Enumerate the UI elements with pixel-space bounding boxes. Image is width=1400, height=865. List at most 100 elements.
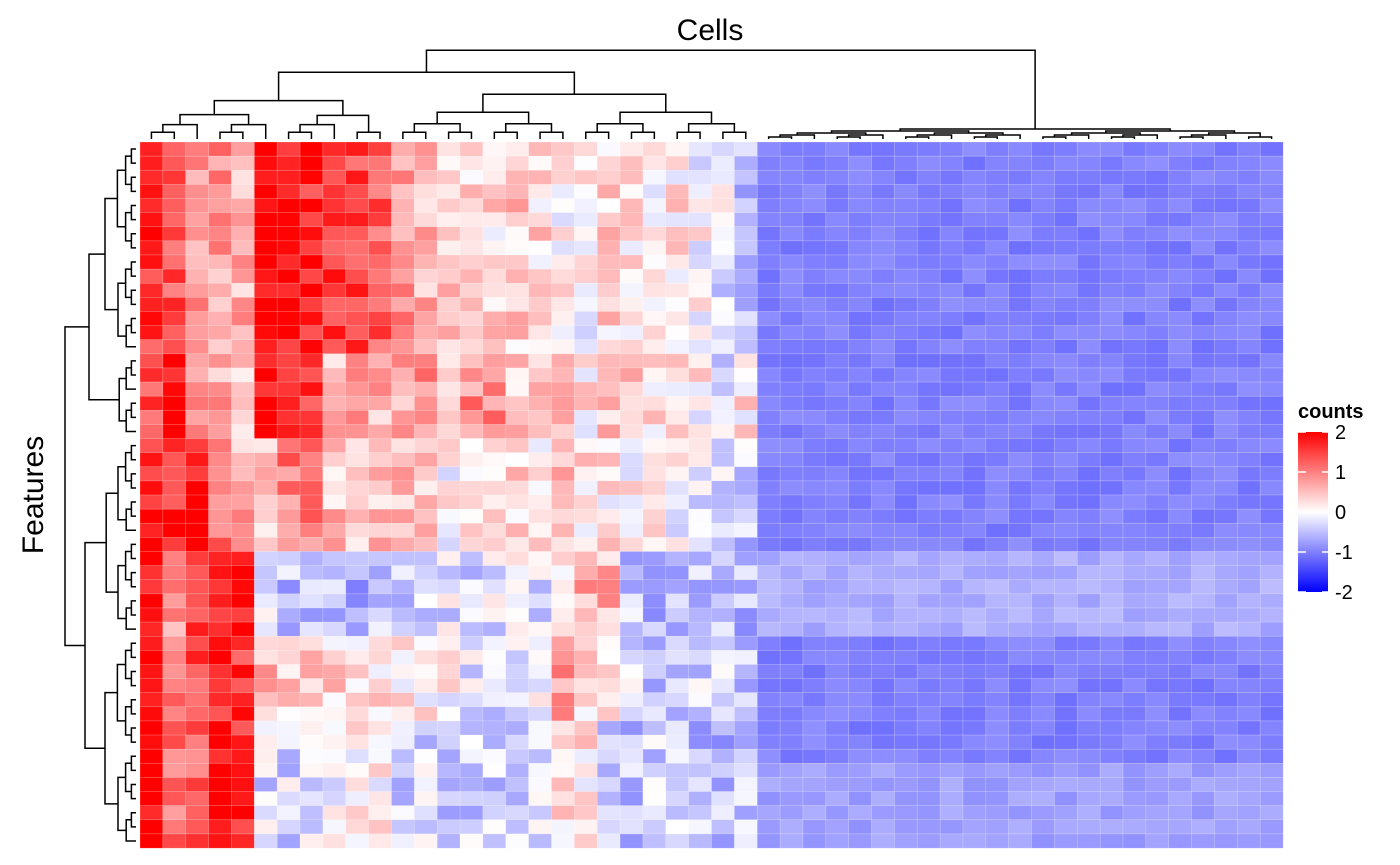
heatmap-cell: [985, 282, 1010, 298]
heatmap-cell: [368, 325, 392, 341]
heatmap-cell: [391, 169, 415, 185]
heatmap-cell: [391, 155, 415, 171]
heatmap-cell: [299, 184, 324, 199]
heatmap-cell: [1191, 579, 1215, 595]
heatmap-cell: [276, 579, 301, 595]
heatmap-cell: [756, 678, 781, 694]
heatmap-cell: [436, 268, 461, 284]
heatmap-cell: [871, 268, 895, 284]
heatmap-cell: [1236, 621, 1261, 637]
heatmap-cell: [1122, 819, 1147, 835]
heatmap-cell: [848, 367, 873, 383]
heatmap-cell: [414, 480, 438, 496]
heatmap-cell: [1168, 522, 1193, 538]
heatmap-cell: [139, 635, 164, 651]
heatmap-cell: [1008, 621, 1033, 637]
heatmap-cell: [802, 452, 827, 468]
heatmap-cell: [756, 438, 781, 454]
heatmap-cell: [596, 664, 621, 680]
heatmap-cell: [345, 141, 370, 157]
heatmap-cell: [825, 240, 850, 256]
heatmap-cell: [1168, 297, 1193, 312]
heatmap-cell: [1168, 395, 1193, 411]
heatmap-cell: [208, 311, 232, 327]
heatmap-cell: [185, 438, 210, 454]
heatmap-cell: [939, 367, 964, 383]
heatmap-cell: [505, 522, 530, 538]
heatmap-cell: [688, 748, 713, 764]
column-dendrogram-branch: [1247, 136, 1273, 139]
heatmap-cell: [1099, 212, 1124, 228]
heatmap-cell: [871, 409, 895, 425]
heatmap-cell: [139, 339, 164, 355]
heatmap-cell: [459, 833, 484, 849]
heatmap-cell: [162, 480, 187, 496]
row-dendrogram-branch: [118, 377, 127, 422]
heatmap-cell: [482, 720, 507, 736]
heatmap-cell: [414, 381, 438, 397]
heatmap-cell: [871, 593, 895, 609]
heatmap-cell: [391, 678, 415, 694]
heatmap-cell: [802, 621, 827, 637]
heatmap-cell: [619, 141, 644, 157]
heatmap-cell: [665, 706, 690, 722]
heatmap-cell: [551, 551, 575, 567]
heatmap-cell: [596, 353, 621, 369]
heatmap-cell: [231, 466, 255, 482]
heatmap-cell: [734, 282, 758, 298]
heatmap-cell: [299, 452, 324, 468]
heatmap-cell: [1099, 282, 1124, 298]
heatmap-cell: [688, 508, 713, 524]
heatmap-cell: [848, 240, 873, 256]
heatmap-cell: [528, 226, 552, 242]
heatmap-cell: [162, 734, 187, 750]
heatmap-cell: [162, 593, 187, 609]
heatmap-cell: [1168, 169, 1193, 185]
heatmap-cell: [711, 579, 735, 595]
heatmap-cell: [162, 367, 187, 383]
heatmap-cell: [894, 254, 918, 270]
heatmap-cell: [1191, 480, 1215, 496]
heatmap-cell: [505, 311, 530, 327]
heatmap-cell: [1259, 551, 1284, 567]
heatmap-cell: [619, 339, 644, 355]
heatmap-cell: [1031, 480, 1055, 496]
heatmap-cell: [1168, 734, 1193, 750]
heatmap-cell: [871, 650, 895, 665]
heatmap-cell: [688, 762, 713, 778]
heatmap-cell: [185, 762, 210, 778]
heatmap-cell: [1145, 268, 1170, 284]
column-dendrogram-branch: [973, 136, 998, 139]
heatmap-cell: [871, 762, 895, 778]
heatmap-cell: [734, 480, 758, 496]
heatmap-cell: [734, 381, 758, 397]
heatmap-cell: [1236, 184, 1261, 199]
heatmap-cell: [1236, 494, 1261, 510]
heatmap-cell: [276, 212, 301, 228]
heatmap-cell: [894, 452, 918, 468]
heatmap-cell: [368, 805, 392, 821]
heatmap-cell: [139, 537, 164, 552]
heatmap-cell: [779, 282, 804, 298]
heatmap-cell: [551, 508, 575, 524]
heatmap-cell: [734, 438, 758, 454]
heatmap-cell: [825, 169, 850, 185]
heatmap-cell: [1214, 621, 1238, 637]
heatmap-cell: [505, 494, 530, 510]
heatmap-cell: [1145, 155, 1170, 171]
heatmap-cell: [1031, 184, 1055, 199]
heatmap-cell: [939, 551, 964, 567]
heatmap-cell: [688, 424, 713, 440]
heatmap-cell: [231, 155, 255, 171]
heatmap-cell: [962, 522, 987, 538]
heatmap-cell: [436, 734, 461, 750]
heatmap-cell: [505, 353, 530, 369]
heatmap-cell: [1168, 635, 1193, 651]
heatmap-cell: [1191, 537, 1215, 552]
heatmap-cell: [1008, 593, 1033, 609]
heatmap-cell: [322, 184, 347, 199]
heatmap-cell: [231, 734, 255, 750]
heatmap-cell: [1054, 438, 1078, 454]
heatmap-cell: [414, 452, 438, 468]
heatmap-cell: [642, 650, 667, 665]
